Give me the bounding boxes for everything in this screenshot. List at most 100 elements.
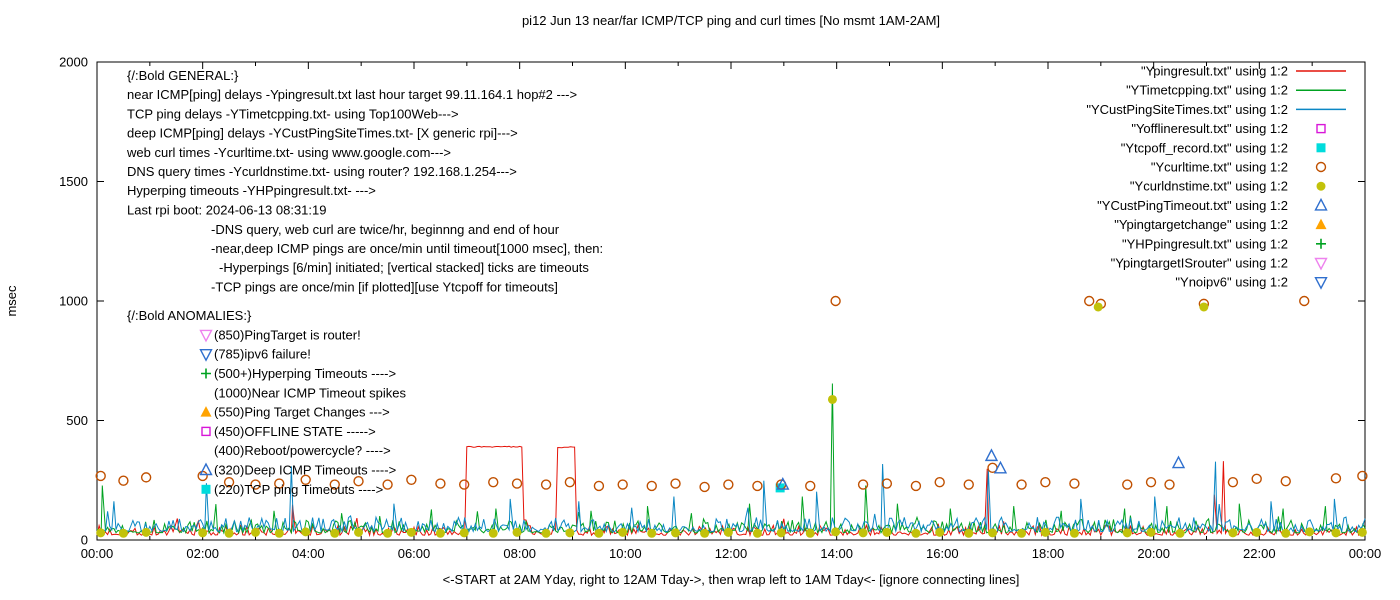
data-point [300,474,311,485]
x-axis-label: <-START at 2AM Yday, right to 12AM Tday-… [443,572,1020,587]
data-point [118,475,129,486]
legend-label: "Ytcpoff_record.txt" using 1:2 [1121,140,1288,155]
y-tick-label: 1000 [59,294,88,309]
data-point [1175,528,1185,538]
x-tick-label: 04:00 [292,546,325,561]
x-tick-label: 00:00 [1349,546,1382,561]
data-point [406,474,417,485]
anomaly-line: (500+)Hyperping Timeouts ----> [214,366,396,381]
anomaly-line: (850)PingTarget is router! [214,327,361,342]
data-point [647,528,657,538]
annotations-block: near ICMP[ping] delays -Ypingresult.txt … [126,87,603,497]
general-line: DNS query times -Ycurldnstime.txt- using… [127,164,517,179]
data-point [752,480,763,492]
data-point [353,476,364,487]
anomaly-marker [200,406,212,417]
legend-label: "YHPpingresult.txt" using 1:2 [1122,236,1288,251]
general-line: Hyperping timeouts -YHPpingresult.txt- -… [127,183,376,198]
y-axis-label: msec [4,285,19,317]
data-point [1122,479,1133,490]
data-point [934,476,945,488]
anomaly-line: (400)Reboot/powercycle? ----> [214,443,391,458]
data-point [406,527,416,537]
legend-label: "YCustPingTimeout.txt" using 1:2 [1097,198,1288,213]
y-tick-label: 1500 [59,174,88,189]
legend-label: "Ypingresult.txt" using 1:2 [1141,64,1288,79]
data-point [250,479,261,490]
data-point [1017,528,1027,538]
legend-label: "Ycurldnstime.txt" using 1:2 [1130,179,1288,194]
legend-label: "Ycurltime.txt" using 1:2 [1151,160,1288,175]
data-point [198,528,208,538]
data-point [984,448,999,462]
data-point [1199,302,1209,312]
data-point [488,528,498,538]
data-point [197,470,208,482]
general-line: web curl times -Ycurltime.txt- using www… [126,145,451,160]
data-point [775,483,785,493]
data-point [882,527,892,537]
data-point [776,528,786,538]
data-point [435,528,445,538]
general-line: Last rpi boot: 2024-06-13 08:31:19 [127,202,326,217]
data-point [1122,528,1132,538]
legend-marker [1316,123,1326,134]
data-point [1145,476,1157,488]
general-line: deep ICMP[ping] delays -YCustPingSiteTim… [127,126,518,141]
data-point [1146,527,1156,537]
x-tick-label: 12:00 [715,546,748,561]
general-detail-line: -TCP pings are once/min [if plotted][use… [211,279,558,294]
data-point [141,527,151,537]
legend-label: "YCustPingSiteTimes.txt" using 1:2 [1086,102,1288,117]
legend: "Ypingresult.txt" using 1:2 "YTimetcpping… [1086,64,1346,290]
data-point [564,476,576,488]
data-point [723,479,734,490]
data-point [1093,302,1103,312]
anomalies-heading: {/:Bold ANOMALIES:} [127,308,252,323]
data-point [858,528,868,538]
x-tick-label: 22:00 [1243,546,1276,561]
x-tick-label: 10:00 [609,546,642,561]
anomaly-line: (220)TCP ping Timeouts ----> [214,482,383,497]
data-point [96,528,106,538]
general-detail-line: -Hyperpings [6/min] initiated; [vertical… [219,260,589,275]
data-point [1227,476,1239,488]
legend-marker [1314,277,1328,290]
data-point [963,479,974,490]
anomaly-marker [201,426,211,437]
data-point [723,527,733,537]
data-point [752,528,762,538]
data-point [1228,528,1238,538]
x-tick-label: 20:00 [1137,546,1170,561]
x-tick-label: 06:00 [398,546,431,561]
data-point [511,478,523,489]
legend-marker [1315,161,1327,173]
data-point [274,528,284,538]
data-point [1331,528,1341,538]
legend-label: "Yofflineresult.txt" using 1:2 [1131,121,1288,136]
legend-label: "YpingtargetISrouter" using 1:2 [1111,256,1288,271]
general-line: TCP ping delays -YTimetcpping.txt- using… [127,106,459,121]
anomaly-line: (1000)Near ICMP Timeout spikes [214,385,406,400]
data-point [1040,527,1050,537]
data-point [593,480,605,492]
data-point [1357,470,1368,482]
anomaly-line: (785)ipv6 failure! [214,347,311,362]
x-tick-label: 08:00 [503,546,536,561]
data-point [512,527,522,537]
x-tick-label: 18:00 [1032,546,1065,561]
general-detail-line: -DNS query, web curl are twice/hr, begin… [211,222,560,237]
y-tick-label: 0 [81,533,88,548]
y-tick-label: 500 [66,413,88,428]
legend-marker [1314,197,1328,211]
data-point [459,528,469,538]
data-point [881,478,893,489]
data-point [223,476,235,488]
data-point [646,480,657,492]
data-point [988,528,998,538]
data-point [140,472,152,483]
data-point [118,528,128,538]
axis-ticks: 00:00 02:00 04:00 06:00 08:00 10:00 12:00 14:00… [59,55,1381,562]
data-point [1305,527,1315,537]
